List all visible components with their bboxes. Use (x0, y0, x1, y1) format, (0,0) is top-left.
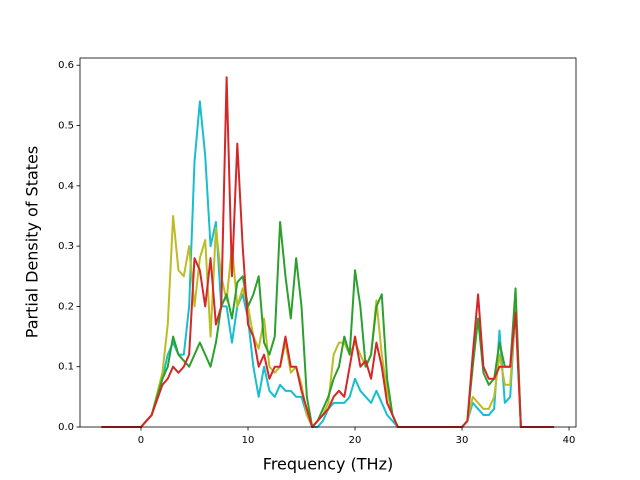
x-tick-label: 30 (456, 435, 469, 446)
y-tick-label: 0.0 (58, 422, 74, 433)
y-tick-label: 0.3 (58, 241, 74, 252)
y-tick-label: 0.4 (58, 181, 74, 192)
axes-frame (79, 57, 577, 428)
plot-area (101, 76, 555, 428)
x-tick-label: 20 (349, 435, 362, 446)
y-tick-label: 0.2 (58, 301, 74, 312)
series-line (101, 76, 555, 428)
y-tick-label: 0.5 (58, 121, 74, 132)
x-tick-label: 10 (242, 435, 255, 446)
x-tick-label: 0 (138, 435, 144, 446)
y-tick-label: 0.6 (58, 60, 74, 71)
x-axis-label: Frequency (THz) (263, 455, 393, 474)
y-axis-label: Partial Density of States (23, 146, 42, 338)
y-tick-label: 0.1 (58, 362, 74, 373)
x-tick-label: 40 (563, 435, 576, 446)
